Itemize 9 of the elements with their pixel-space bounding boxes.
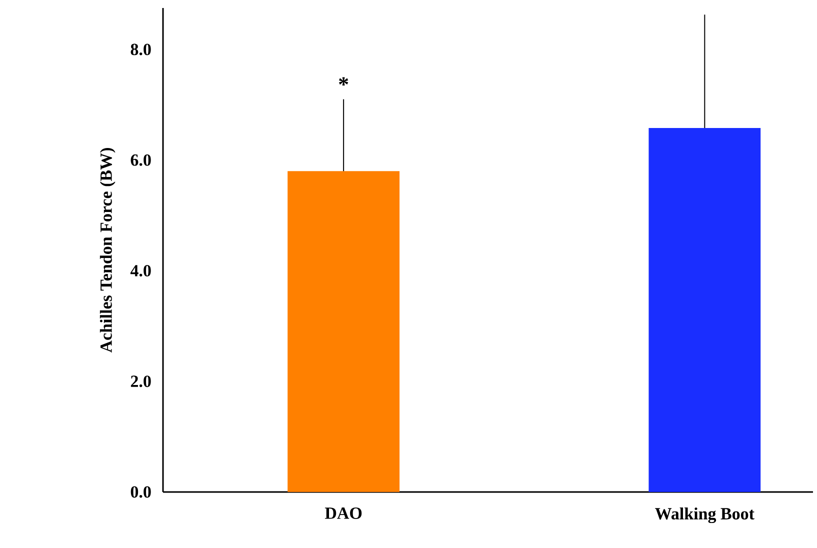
y-tick-label: 8.0	[130, 44, 151, 56]
y-tick-label: 2.0	[130, 376, 151, 388]
x-tick-label: DAO	[324, 508, 362, 519]
x-tick-label: Walking Boot	[655, 508, 754, 524]
y-axis-title: Achilles Tendon Force (BW)	[100, 148, 116, 353]
y-tick-label: 4.0	[130, 264, 151, 276]
y-tick-label: 6.0	[130, 154, 151, 166]
y-tick-label: 0.0	[130, 486, 151, 498]
annotation: *	[338, 77, 348, 86]
